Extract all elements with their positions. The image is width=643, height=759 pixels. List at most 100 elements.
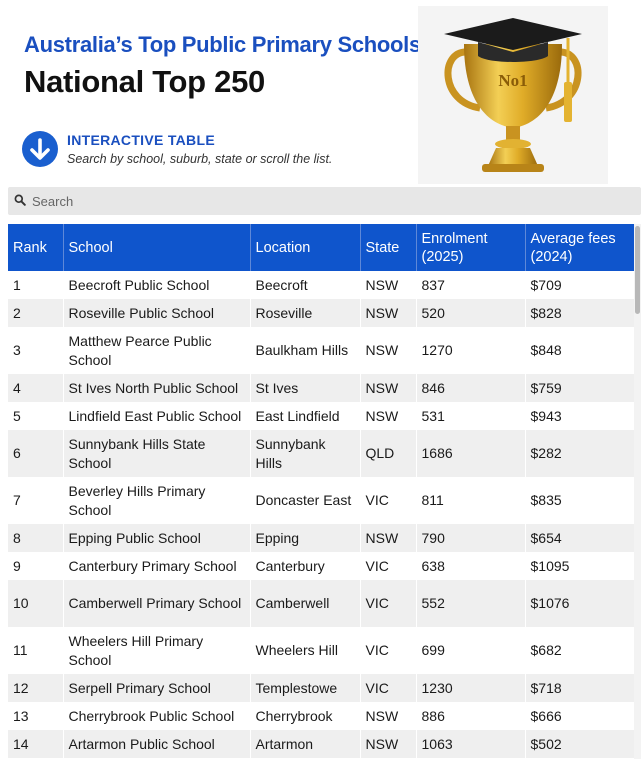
cell-rank: 9: [8, 552, 64, 580]
cell-school: Canterbury Primary School: [63, 552, 251, 580]
cell-state: NSW: [360, 271, 417, 299]
cell-fees: $282: [525, 430, 636, 477]
cell-rank: 13: [8, 702, 64, 730]
cell-school: Sunnybank Hills State School: [63, 430, 251, 477]
cell-enrolment: 790: [416, 524, 526, 552]
table-row: 9 Canterbury Primary School Canterbury V…: [8, 552, 636, 580]
cell-enrolment: 811: [416, 477, 526, 524]
cell-location: Templestowe: [250, 674, 361, 702]
cell-location: Cherrybrook: [250, 702, 361, 730]
table-scrollbar[interactable]: [634, 224, 641, 759]
cell-fees: $709: [525, 271, 636, 299]
schools-table: Rank School Location State Enrolment (20…: [8, 224, 641, 759]
page-title: Australia’s Top Public Primary Schools: [24, 32, 421, 57]
interactive-table-label: INTERACTIVE TABLE: [67, 132, 215, 148]
cell-enrolment: 699: [416, 627, 526, 674]
cell-fees: $682: [525, 627, 636, 674]
table-row: 7 Beverley Hills Primary School Doncaste…: [8, 477, 636, 524]
cell-rank: 2: [8, 299, 64, 327]
cell-location: East Lindfield: [250, 402, 361, 430]
cell-school: Artarmon Public School: [63, 730, 251, 758]
cell-school: Beecroft Public School: [63, 271, 251, 299]
table-row: 1 Beecroft Public School Beecroft NSW 83…: [8, 271, 636, 299]
table-header-row: Rank School Location State Enrolment (20…: [8, 224, 635, 271]
cell-rank: 7: [8, 477, 64, 524]
page-header: Australia’s Top Public Primary Schools N…: [0, 0, 643, 186]
table-row: 11 Wheelers Hill Primary School Wheelers…: [8, 627, 636, 674]
column-header-state[interactable]: State: [360, 224, 417, 271]
cell-location: Beecroft: [250, 271, 361, 299]
cell-fees: $1095: [525, 552, 636, 580]
cell-rank: 8: [8, 524, 64, 552]
graduation-cap-icon: [444, 18, 582, 122]
cell-school: Wheelers Hill Primary School: [63, 627, 251, 674]
cell-fees: $1076: [525, 580, 636, 627]
cell-rank: 5: [8, 402, 64, 430]
cell-school: Camberwell Primary School: [63, 580, 251, 627]
cell-rank: 11: [8, 627, 64, 674]
cell-state: NSW: [360, 702, 417, 730]
cell-school: Epping Public School: [63, 524, 251, 552]
cell-location: Artarmon: [250, 730, 361, 758]
cell-state: NSW: [360, 402, 417, 430]
cell-rank: 14: [8, 730, 64, 758]
cell-school: Beverley Hills Primary School: [63, 477, 251, 524]
cell-state: VIC: [360, 552, 417, 580]
cell-location: Canterbury: [250, 552, 361, 580]
cell-location: St Ives: [250, 374, 361, 402]
column-header-school[interactable]: School: [63, 224, 251, 271]
cell-school: St Ives North Public School: [63, 374, 251, 402]
table-row: 12 Serpell Primary School Templestowe VI…: [8, 674, 636, 702]
cell-school: Roseville Public School: [63, 299, 251, 327]
table-row: 8 Epping Public School Epping NSW 790 $6…: [8, 524, 636, 552]
cell-enrolment: 638: [416, 552, 526, 580]
cell-enrolment: 520: [416, 299, 526, 327]
table-row: 3 Matthew Pearce Public School Baulkham …: [8, 327, 636, 374]
cell-location: Epping: [250, 524, 361, 552]
column-header-rank[interactable]: Rank: [8, 224, 64, 271]
cell-rank: 6: [8, 430, 64, 477]
cell-state: NSW: [360, 299, 417, 327]
table-row: 10 Camberwell Primary School Camberwell …: [8, 580, 636, 627]
column-header-fees[interactable]: Average fees (2024): [525, 224, 635, 271]
cell-enrolment: 1063: [416, 730, 526, 758]
cell-location: Baulkham Hills: [250, 327, 361, 374]
cell-rank: 4: [8, 374, 64, 402]
cell-enrolment: 846: [416, 374, 526, 402]
cell-state: VIC: [360, 580, 417, 627]
cell-fees: $759: [525, 374, 636, 402]
cell-fees: $718: [525, 674, 636, 702]
cell-state: VIC: [360, 627, 417, 674]
cell-rank: 10: [8, 580, 64, 627]
search-icon: [14, 194, 26, 206]
cell-enrolment: 837: [416, 271, 526, 299]
table-row: 2 Roseville Public School Roseville NSW …: [8, 299, 636, 327]
cell-enrolment: 1270: [416, 327, 526, 374]
cell-state: VIC: [360, 477, 417, 524]
cell-fees: $666: [525, 702, 636, 730]
arrow-down-circle-icon: [22, 131, 58, 167]
search-input[interactable]: [30, 190, 630, 212]
cell-state: NSW: [360, 327, 417, 374]
cell-rank: 3: [8, 327, 64, 374]
column-header-enrolment[interactable]: Enrolment (2025): [416, 224, 526, 271]
search-bar: [8, 187, 641, 215]
cell-enrolment: 1686: [416, 430, 526, 477]
cell-state: VIC: [360, 674, 417, 702]
cell-school: Matthew Pearce Public School: [63, 327, 251, 374]
cell-enrolment: 552: [416, 580, 526, 627]
scrollbar-thumb[interactable]: [635, 226, 640, 314]
cell-location: Roseville: [250, 299, 361, 327]
cell-school: Serpell Primary School: [63, 674, 251, 702]
trophy-icon: No1: [444, 18, 582, 172]
cell-enrolment: 531: [416, 402, 526, 430]
cell-state: NSW: [360, 730, 417, 758]
cell-state: NSW: [360, 374, 417, 402]
cell-fees: $502: [525, 730, 636, 758]
cell-rank: 1: [8, 271, 64, 299]
cell-state: NSW: [360, 524, 417, 552]
cell-school: Lindfield East Public School: [63, 402, 251, 430]
column-header-location[interactable]: Location: [250, 224, 361, 271]
cell-school: Cherrybrook Public School: [63, 702, 251, 730]
cell-enrolment: 1230: [416, 674, 526, 702]
